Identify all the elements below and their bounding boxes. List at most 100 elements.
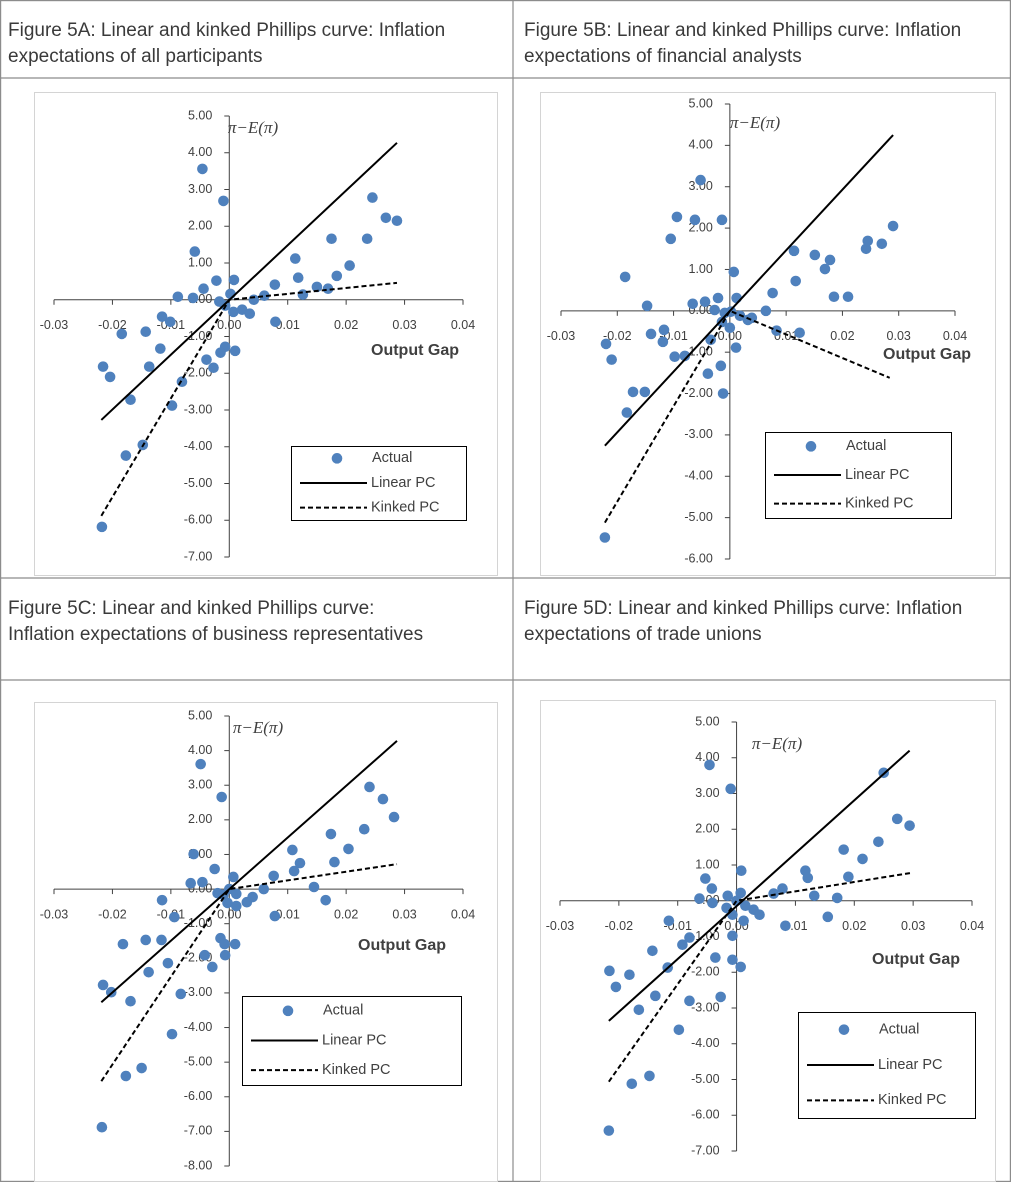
data-point <box>308 881 320 893</box>
data-point <box>722 890 734 902</box>
data-point <box>96 521 108 533</box>
line-series <box>100 740 398 1004</box>
data-point <box>367 192 378 203</box>
data-point <box>665 233 677 245</box>
y-tick-label: 2.00 <box>695 822 719 836</box>
data-point <box>230 888 242 900</box>
data-point <box>269 279 281 290</box>
line-series <box>604 134 894 447</box>
data-point <box>673 1024 685 1036</box>
legend: Actual Linear PC Kinked PC <box>765 432 952 519</box>
data-point <box>120 450 132 461</box>
data-point <box>644 1070 655 1082</box>
data-point <box>125 995 136 1007</box>
data-point <box>198 283 209 295</box>
data-point <box>244 308 256 320</box>
data-point <box>700 873 711 884</box>
data-point <box>862 235 874 247</box>
x-tick-label: -0.03 <box>547 329 576 343</box>
data-point <box>754 909 765 920</box>
data-point <box>215 347 226 358</box>
y-tick-label: -6.00 <box>684 551 713 565</box>
legend-marker <box>331 453 343 464</box>
y-tick-label: 1.00 <box>689 262 713 276</box>
data-point <box>657 336 669 348</box>
data-point <box>211 275 222 286</box>
data-point <box>195 758 206 770</box>
data-point <box>290 253 301 264</box>
legend-label: Linear PC <box>371 475 435 491</box>
data-point <box>790 275 802 287</box>
figure-title: Figure 5C: Linear and kinked Phillips cu… <box>8 598 424 645</box>
data-point <box>175 988 187 1000</box>
data-point <box>140 934 152 946</box>
data-point <box>604 965 615 977</box>
y-tick-label: -2.00 <box>691 965 720 979</box>
legend-label: Actual <box>323 1003 363 1019</box>
y-tick-label: 3.00 <box>695 786 719 800</box>
data-point <box>767 287 778 299</box>
y-tick-label: -2.00 <box>184 366 213 380</box>
data-point <box>610 981 622 993</box>
y-tick-label: -7.00 <box>184 1124 213 1138</box>
data-point <box>222 897 233 909</box>
data-point <box>728 266 740 278</box>
data-point <box>709 304 720 316</box>
y-tick-label: 2.00 <box>188 219 212 233</box>
data-point <box>320 894 331 906</box>
data-point <box>819 263 831 275</box>
data-point <box>727 954 738 966</box>
data-point <box>292 272 304 284</box>
data-point <box>702 368 714 379</box>
data-point <box>669 351 680 363</box>
data-point <box>207 961 218 973</box>
data-point <box>626 1078 638 1090</box>
y-tick-label: 3.00 <box>188 182 212 196</box>
data-point <box>627 386 639 398</box>
data-point <box>809 249 821 261</box>
data-point <box>247 891 258 903</box>
data-point <box>229 938 241 950</box>
data-point <box>209 863 220 875</box>
data-point <box>699 296 711 308</box>
data-point <box>658 324 670 336</box>
data-point <box>219 949 231 961</box>
data-point <box>388 811 400 823</box>
y-axis-label: π−E(π) <box>730 113 781 132</box>
x-tick-label: 0.02 <box>334 318 358 332</box>
line-series <box>100 281 398 517</box>
line-series <box>100 863 398 1082</box>
data-point <box>808 890 820 902</box>
x-axis-label: Output Gap <box>358 937 446 954</box>
data-point <box>735 887 746 899</box>
data-point <box>156 311 168 322</box>
x-tick-label: -0.02 <box>98 318 127 332</box>
y-tick-label: 4.00 <box>188 145 212 159</box>
data-point <box>831 892 843 904</box>
data-point <box>259 290 270 302</box>
data-point <box>716 214 728 226</box>
data-point <box>904 820 915 831</box>
data-point <box>208 362 219 374</box>
data-point <box>687 298 699 310</box>
y-tick-label: -7.00 <box>184 549 213 563</box>
data-point <box>694 893 705 904</box>
legend-label: Kinked PC <box>878 1092 947 1108</box>
y-tick-label: 3.00 <box>188 778 212 792</box>
data-point <box>185 877 197 889</box>
data-point <box>788 245 800 257</box>
data-point <box>645 328 657 340</box>
data-point <box>822 911 834 923</box>
data-point <box>294 857 306 869</box>
data-point <box>843 871 854 883</box>
data-point <box>724 322 736 334</box>
x-tick-label: 0.01 <box>276 907 300 921</box>
x-tick-label: 0.04 <box>451 318 475 332</box>
data-point <box>228 871 239 883</box>
data-point <box>727 930 738 942</box>
data-point <box>297 289 309 300</box>
figure-title: Figure 5B: Linear and kinked Phillips cu… <box>524 20 962 67</box>
x-tick-label: 0.03 <box>392 907 416 921</box>
